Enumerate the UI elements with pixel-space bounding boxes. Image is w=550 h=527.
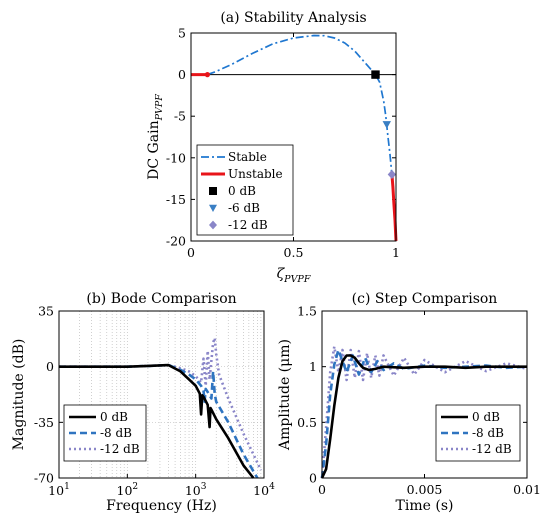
c-legend-label-12-db: -12 dB — [472, 442, 512, 456]
a-ytick-label: 0 — [178, 67, 186, 82]
b-axes-frame — [58, 310, 265, 479]
c-ytick-label: 0.5 — [297, 415, 317, 430]
c-x-axis-label: Time (s) — [396, 498, 454, 514]
a-x-axis-label-subscript: PVPF — [283, 274, 311, 285]
a-ytick-label: -20 — [166, 234, 186, 249]
b-x-axis-label: Frequency (Hz) — [106, 498, 217, 514]
b-xtick-exponent: 1 — [64, 482, 70, 492]
c-y-axis-label: Amplitude (μm) — [277, 339, 293, 451]
b-chart-title: (b) Bode Comparison — [86, 291, 236, 307]
b-y-axis-label: Magnitude (dB) — [11, 339, 27, 451]
b-legend-label-12-db: -12 dB — [100, 442, 140, 456]
a-legend-label-unstable: Unstable — [228, 167, 283, 181]
b-legend-label-8-db: -8 dB — [100, 426, 132, 440]
c-xtick-label: 0 — [318, 482, 326, 497]
b-xtick-label: 104 — [253, 482, 275, 498]
a-ytick-label: 5 — [178, 26, 186, 41]
a-legend-label-6-db: -6 dB — [228, 201, 260, 215]
panel-c-step-comparison: 1.5 1 0.5 00 0.005 0.01 0 dB -8 dB -12 dB (c) Ste… — [277, 291, 541, 514]
a-y-axis-label-main: DC Gain — [146, 120, 162, 179]
a-marker-12-db — [387, 169, 397, 180]
c-series-8-db — [320, 348, 528, 479]
a-legend: Stable Unstable 0 dB -6 dB -12 dB — [196, 144, 294, 236]
a-xtick-label: 0 — [187, 245, 195, 260]
a-y-axis-label-subscript: PVPF — [154, 94, 165, 122]
a-unstable-end-point — [204, 72, 210, 78]
a-legend-label-12-db: -12 dB — [228, 218, 268, 232]
c-axes-frame — [321, 310, 528, 479]
a-legend-label-0-db: 0 dB — [228, 184, 256, 198]
b-legend-box — [63, 404, 147, 462]
b-xtick-label: 101 — [48, 482, 70, 498]
b-ytick-label: -70 — [34, 471, 54, 486]
b-ytick-label: -35 — [34, 415, 54, 430]
a-legend-label-stable: Stable — [228, 150, 267, 164]
a-xtick-label: 1 — [392, 245, 400, 260]
a-legend-marker-0-db — [209, 187, 217, 195]
b-series-0-db — [59, 363, 255, 479]
a-marker-6-db — [382, 121, 391, 129]
a-ytick-label: -5 — [174, 109, 186, 124]
c-legend-label-0-db: 0 dB — [472, 410, 500, 424]
c-ytick-label: 1 — [309, 359, 317, 374]
a-series-stable — [207, 34, 393, 175]
c-xtick-label: 0.01 — [513, 482, 541, 497]
c-series-12-db — [320, 345, 528, 479]
c-xtick-label: 0.005 — [407, 482, 443, 497]
c-series-0-db — [320, 354, 527, 479]
b-xtick-label: 103 — [185, 482, 207, 498]
a-legend-marker-6-db — [209, 204, 217, 212]
c-chart-title: (c) Step Comparison — [352, 291, 498, 307]
c-ytick-label: 0 — [309, 471, 317, 486]
c-legend: 0 dB -8 dB -12 dB — [435, 404, 521, 462]
b-ytick-label: 0 — [46, 359, 54, 374]
a-legend-marker-12-db — [209, 220, 217, 230]
c-legend-label-8-db: -8 dB — [472, 426, 504, 440]
a-ytick-label: -10 — [166, 150, 186, 165]
a-x-axis-label-main: ζ — [277, 266, 286, 282]
a-xtick-label: 0.5 — [284, 245, 304, 260]
a-y-axis-label: DC GainPVPF — [146, 94, 165, 180]
c-ytick-label: 1.5 — [297, 304, 317, 319]
c-legend-box — [435, 404, 521, 462]
b-xtick-exponent: 4 — [269, 482, 275, 492]
b-xtick-exponent: 3 — [201, 482, 207, 492]
a-x-axis-label: ζPVPF — [277, 266, 311, 285]
a-ytick-label: -15 — [166, 192, 186, 207]
a-chart-title: (a) Stability Analysis — [220, 10, 366, 26]
a-marker-0-db — [371, 70, 380, 79]
b-ytick-label: 35 — [38, 304, 54, 319]
b-legend: 0 dB -8 dB -12 dB — [63, 404, 147, 462]
b-xtick-label: 102 — [117, 482, 139, 498]
b-xtick-exponent: 2 — [132, 482, 138, 492]
b-series-12-db — [59, 336, 263, 471]
b-legend-label-0-db: 0 dB — [100, 410, 128, 424]
a-axes-frame — [190, 32, 397, 242]
